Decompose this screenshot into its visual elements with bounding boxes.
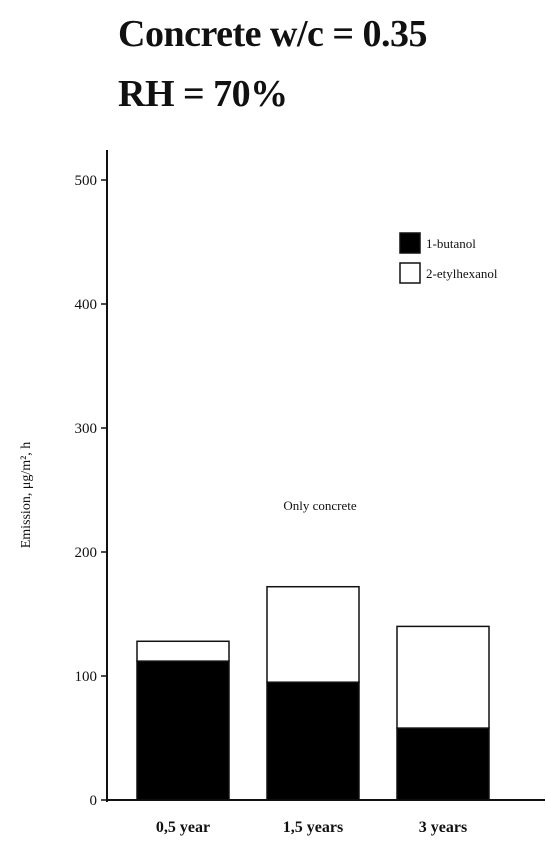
x-tick-label-1: 0,5 year [156,819,210,836]
y-tick-label-500: 500 [75,173,98,189]
y-tick-label-200: 200 [75,545,98,561]
y-tick-label-100: 100 [75,669,98,685]
y-tick-label-400: 400 [75,297,98,313]
x-tick-label-2: 1,5 years [283,819,343,836]
legend-swatch-1 [399,232,421,254]
annotation-only-concrete: Only concrete [283,498,357,513]
bar-butanol-2 [266,681,360,801]
legend-label-1: 1-butanol [426,236,476,251]
chart-title-line-1: Concrete w/c = 0.35 [118,13,428,55]
bar-etylhexanol-1 [136,640,230,662]
bar-butanol-1 [136,660,230,801]
legend-label-2: 2-etylhexanol [426,266,498,281]
y-tick-label-300: 300 [75,421,98,437]
bar-etylhexanol-3 [396,625,490,729]
bars [136,585,490,801]
y-tick-label-0: 0 [90,793,98,809]
legend-swatch-2 [399,262,421,284]
chart-title-line-2: RH = 70% [118,73,288,115]
labels: 0 100 200 300 400 500 0,5 year 1,5 years 3 years [75,173,468,836]
x-tick-label-3: 3 years [419,819,467,836]
y-axis-title: Emission, μg/m², h [19,442,34,549]
legend: 1-butanol 2-etylhexanol [399,232,498,284]
bar-etylhexanol-2 [266,585,360,683]
bar-butanol-3 [396,727,490,801]
